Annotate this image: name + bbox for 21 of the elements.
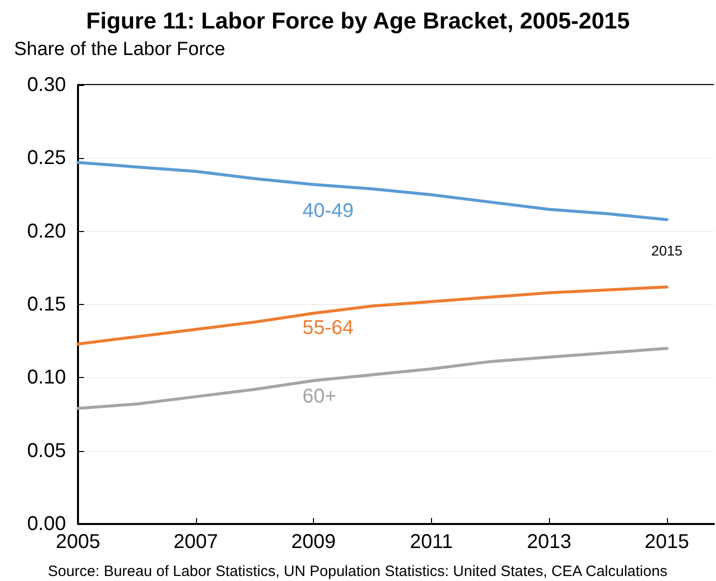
y-tick-label: 0.25 — [27, 147, 66, 170]
y-tick-label: 0.15 — [27, 294, 66, 316]
y-axis-title: Share of the Labor Force — [14, 39, 226, 60]
x-tick-label: 2015 — [644, 531, 690, 553]
x-tick-label: 2013 — [526, 531, 572, 553]
annotation: 2015 — [651, 242, 683, 259]
chart-title: Figure 11: Labor Force by Age Bracket, 2005-2015 — [86, 8, 630, 34]
y-tick-label: 0.05 — [27, 440, 66, 462]
series-label: 55-64 — [302, 316, 354, 339]
series-label: 40-49 — [302, 200, 354, 222]
y-tick-label: 0.30 — [27, 74, 66, 96]
y-tick-label: 0.20 — [27, 220, 66, 242]
source-note: Source: Bureau of Labor Statistics, UN Population Statistics: United States, CEA Calculations — [48, 563, 668, 580]
line-series — [76, 161, 668, 222]
y-tick-label: 0.10 — [27, 366, 66, 389]
series-label: 60+ — [302, 386, 336, 408]
x-tick-label: 2009 — [291, 531, 336, 553]
line-series — [76, 346, 668, 410]
line-series — [76, 285, 668, 346]
x-tick-label: 2007 — [174, 531, 218, 553]
x-tick-label: 2011 — [410, 531, 453, 553]
